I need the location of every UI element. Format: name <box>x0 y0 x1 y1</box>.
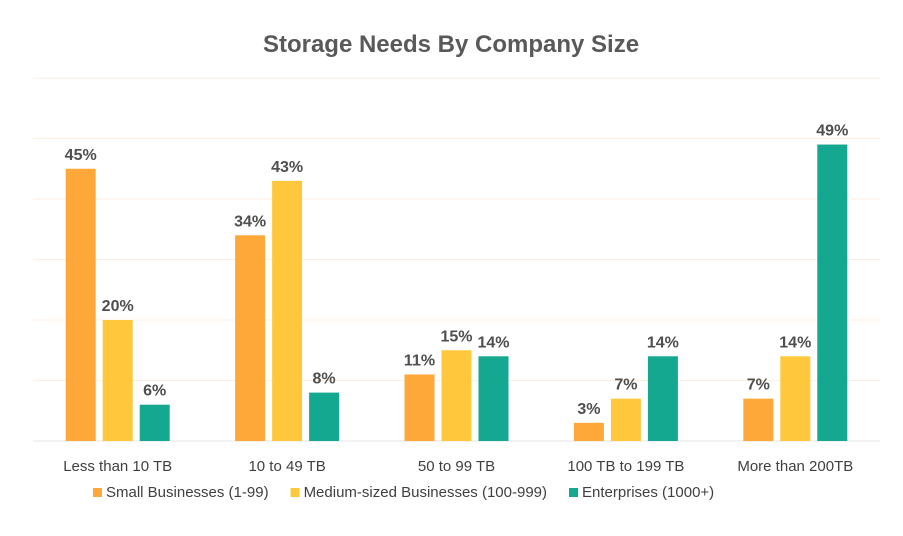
bar <box>404 374 435 441</box>
data-label: 6% <box>143 383 166 400</box>
legend-label: Enterprises (1000+) <box>582 484 714 501</box>
bar <box>235 235 266 441</box>
data-label: 34% <box>234 213 266 230</box>
data-label: 14% <box>779 334 811 351</box>
data-label: 7% <box>747 377 770 394</box>
bar <box>272 180 303 441</box>
data-label: 15% <box>440 328 472 345</box>
x-tick-label: 100 TB to 199 TB <box>567 458 684 475</box>
bar <box>610 398 641 441</box>
bar <box>65 168 96 441</box>
bar <box>478 356 509 441</box>
data-label: 7% <box>614 377 637 394</box>
bar <box>780 356 811 441</box>
data-label: 45% <box>65 147 97 164</box>
legend-swatch <box>569 488 579 497</box>
data-label: 8% <box>313 371 336 388</box>
data-label: 11% <box>404 352 435 369</box>
chart-title: Storage Needs By Company Size <box>263 31 639 58</box>
data-label: 49% <box>816 123 848 140</box>
data-label: 14% <box>477 334 509 351</box>
legend-label: Small Businesses (1-99) <box>106 484 269 501</box>
data-label: 3% <box>577 401 600 418</box>
x-tick-label: 50 to 99 TB <box>418 458 495 475</box>
bar <box>573 422 604 441</box>
x-tick-label: More than 200TB <box>737 458 853 475</box>
bar <box>102 320 133 441</box>
legend-label: Medium-sized Businesses (100-999) <box>304 484 547 501</box>
x-tick-label: 10 to 49 TB <box>248 458 325 475</box>
legend-swatch <box>290 488 300 497</box>
legend-swatch <box>93 488 102 497</box>
data-label: 43% <box>271 159 303 176</box>
bar <box>647 356 678 441</box>
bar <box>139 404 170 441</box>
data-label: 20% <box>102 298 134 315</box>
bar <box>309 392 340 441</box>
data-label: 14% <box>647 334 679 351</box>
bar <box>817 144 848 442</box>
bar <box>441 350 472 441</box>
x-tick-label: Less than 10 TB <box>63 458 172 475</box>
bar <box>743 398 774 441</box>
